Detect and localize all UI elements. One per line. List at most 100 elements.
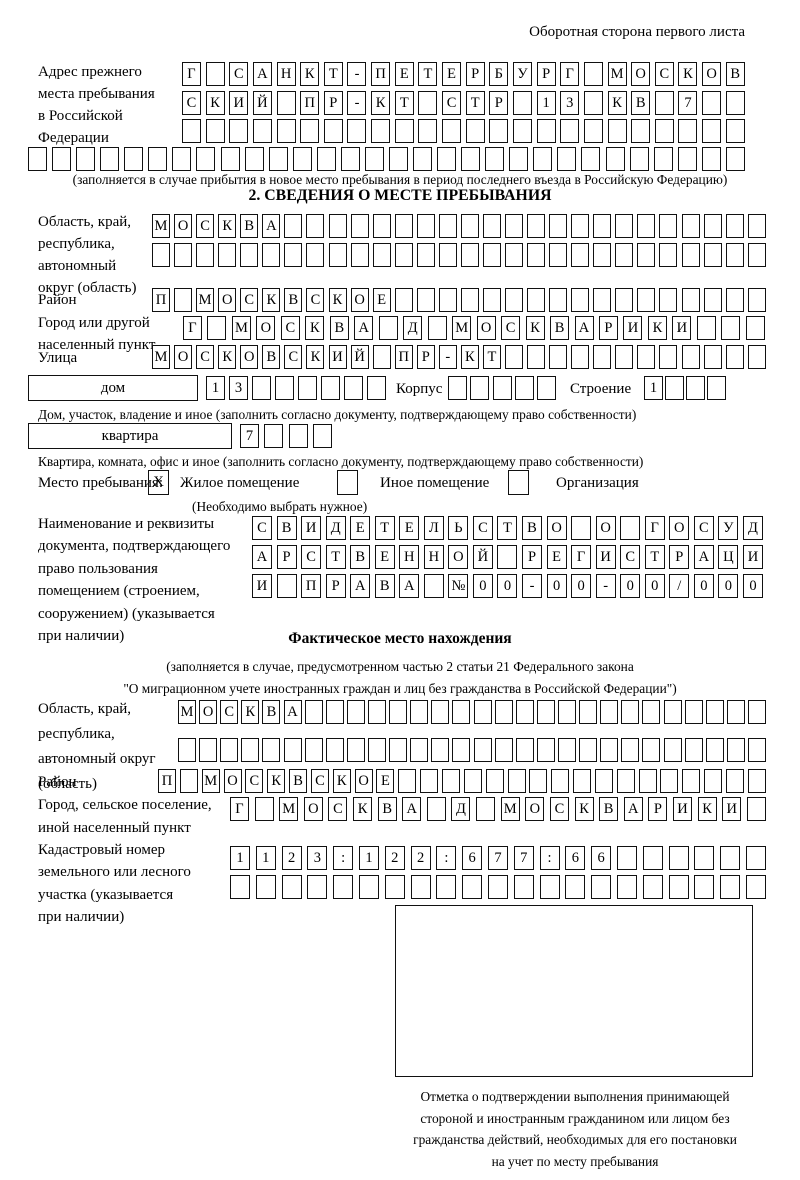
char-cell[interactable] — [642, 846, 663, 870]
char-cell[interactable]: И — [229, 91, 249, 115]
char-cell[interactable] — [594, 769, 613, 793]
char-cell[interactable] — [591, 875, 612, 899]
char-cell[interactable] — [358, 875, 379, 899]
char-cell[interactable]: О — [256, 316, 276, 340]
char-cell[interactable] — [220, 147, 240, 171]
char-cell[interactable]: О — [174, 345, 193, 369]
char-cell[interactable] — [549, 288, 568, 312]
char-cell[interactable]: Н — [423, 545, 444, 569]
char-cell[interactable] — [668, 875, 689, 899]
char-cell[interactable]: П — [300, 91, 320, 115]
char-cell[interactable]: Т — [497, 516, 518, 540]
char-cell[interactable] — [28, 147, 47, 171]
char-cell[interactable]: 7 — [678, 91, 698, 115]
char-cell[interactable]: В — [240, 214, 259, 238]
char-cell[interactable]: : — [333, 846, 354, 870]
char-cell[interactable] — [394, 214, 413, 238]
char-cell[interactable] — [427, 316, 447, 340]
char-cell[interactable]: Р — [536, 62, 556, 86]
char-cell[interactable] — [328, 214, 347, 238]
char-cell[interactable] — [312, 424, 332, 448]
char-cell[interactable] — [347, 119, 367, 143]
char-cell[interactable] — [549, 345, 568, 369]
char-cell[interactable] — [367, 700, 386, 724]
char-cell[interactable]: В — [725, 62, 745, 86]
char-cell[interactable] — [372, 214, 391, 238]
char-cell[interactable]: Р — [465, 62, 485, 86]
char-cell[interactable] — [721, 316, 741, 340]
char-cell[interactable] — [615, 288, 634, 312]
char-cell[interactable] — [229, 119, 249, 143]
char-cell[interactable] — [431, 700, 450, 724]
char-cell[interactable] — [196, 147, 216, 171]
char-cell[interactable]: И — [742, 545, 763, 569]
char-cell[interactable] — [346, 700, 365, 724]
char-cell[interactable] — [438, 288, 457, 312]
char-cell[interactable] — [746, 797, 766, 821]
char-cell[interactable] — [300, 119, 320, 143]
char-cell[interactable] — [605, 147, 625, 171]
char-cell[interactable]: Г — [182, 62, 201, 86]
char-cell[interactable] — [442, 119, 462, 143]
char-cell[interactable]: К — [328, 288, 347, 312]
char-cell[interactable] — [476, 797, 496, 821]
char-cell[interactable] — [642, 700, 661, 724]
char-cell[interactable]: О — [595, 516, 616, 540]
char-cell[interactable]: К — [218, 214, 237, 238]
char-cell[interactable] — [527, 243, 546, 267]
char-cell[interactable]: И — [623, 316, 643, 340]
char-cell[interactable] — [230, 875, 250, 899]
char-cell[interactable] — [579, 738, 598, 762]
char-cell[interactable]: И — [301, 516, 322, 540]
char-cell[interactable]: Е — [374, 545, 395, 569]
char-cell[interactable] — [470, 376, 490, 400]
char-cell[interactable]: 7 — [240, 424, 259, 448]
char-cell[interactable]: Г — [230, 797, 249, 821]
char-cell[interactable]: В — [522, 516, 543, 540]
char-cell[interactable] — [178, 738, 196, 762]
char-cell[interactable] — [659, 345, 678, 369]
char-cell[interactable] — [681, 345, 700, 369]
char-cell[interactable] — [513, 875, 534, 899]
char-cell[interactable]: С — [252, 516, 272, 540]
char-cell[interactable] — [394, 119, 414, 143]
char-cell[interactable] — [579, 700, 598, 724]
char-cell[interactable] — [720, 846, 741, 870]
char-cell[interactable] — [364, 147, 384, 171]
char-cell[interactable] — [537, 376, 556, 400]
char-cell[interactable]: С — [182, 91, 201, 115]
char-cell[interactable] — [659, 243, 678, 267]
char-cell[interactable]: А — [574, 316, 594, 340]
char-cell[interactable]: 0 — [571, 574, 592, 598]
char-cell[interactable]: О — [240, 345, 259, 369]
char-cell[interactable]: П — [371, 62, 391, 86]
char-cell[interactable] — [726, 738, 745, 762]
char-cell[interactable]: К — [267, 769, 286, 793]
char-cell[interactable] — [560, 119, 580, 143]
char-cell[interactable]: : — [436, 846, 457, 870]
char-cell[interactable]: Н — [276, 62, 296, 86]
char-cell[interactable]: О — [702, 62, 722, 86]
char-cell[interactable] — [394, 243, 413, 267]
char-cell[interactable]: В — [631, 91, 651, 115]
char-cell[interactable]: С — [693, 516, 714, 540]
char-cell[interactable]: Й — [252, 91, 272, 115]
char-cell[interactable]: Е — [442, 62, 462, 86]
char-cell[interactable] — [384, 875, 405, 899]
char-cell[interactable]: А — [402, 797, 422, 821]
char-cell[interactable]: С — [620, 545, 641, 569]
char-cell[interactable] — [346, 738, 365, 762]
char-cell[interactable] — [394, 288, 413, 312]
char-cell[interactable] — [205, 62, 225, 86]
char-cell[interactable]: - — [522, 574, 543, 598]
char-cell[interactable]: Р — [416, 345, 435, 369]
char-cell[interactable]: П — [158, 769, 176, 793]
char-cell[interactable]: Т — [325, 545, 346, 569]
char-cell[interactable] — [663, 738, 682, 762]
char-cell[interactable] — [244, 147, 264, 171]
char-cell[interactable] — [505, 288, 523, 312]
char-cell[interactable] — [653, 147, 673, 171]
char-cell[interactable]: Т — [374, 516, 395, 540]
char-cell[interactable] — [512, 119, 532, 143]
char-cell[interactable]: А — [283, 700, 302, 724]
